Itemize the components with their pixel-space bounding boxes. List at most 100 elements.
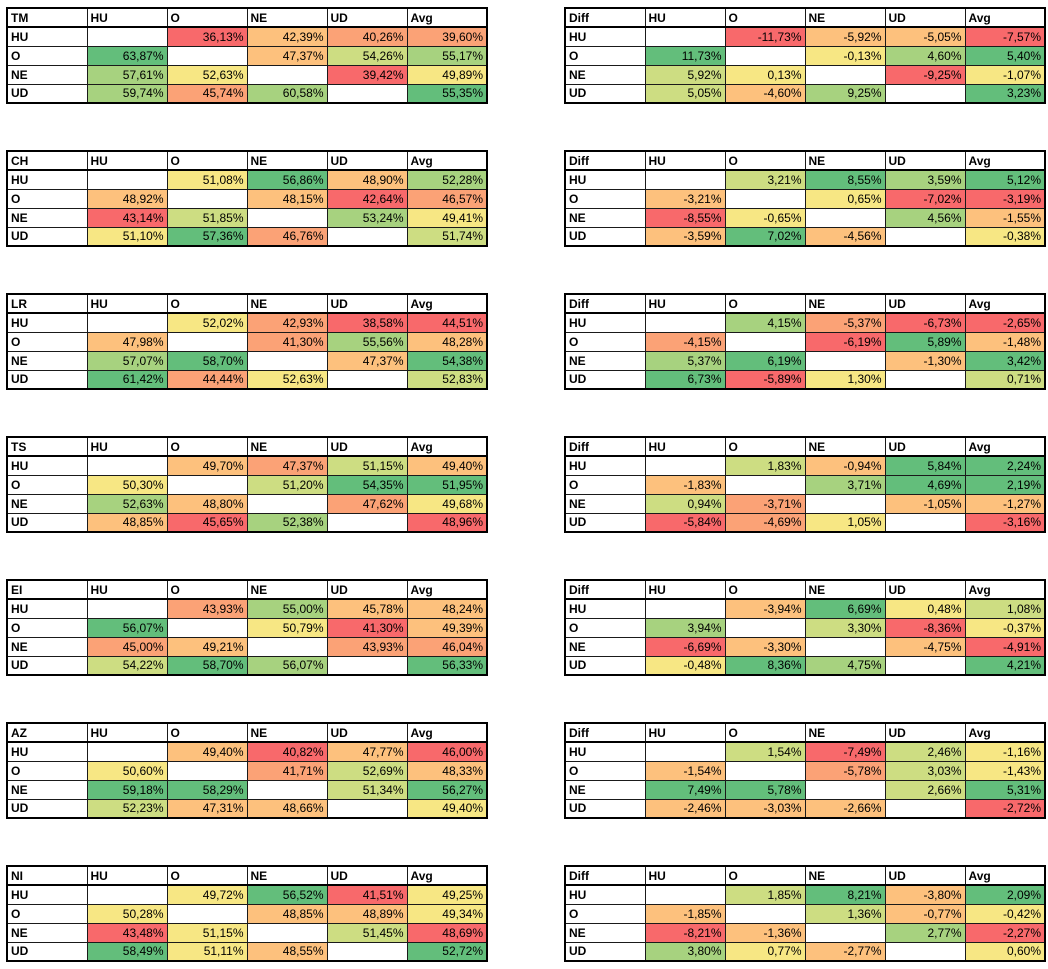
cell-value[interactable]: 51,11% bbox=[166, 941, 248, 962]
cell-value[interactable]: 56,33% bbox=[406, 655, 488, 676]
cell-value[interactable]: -6,19% bbox=[804, 331, 886, 352]
table-corner-label[interactable]: CH bbox=[6, 150, 88, 171]
cell-value[interactable]: 51,20% bbox=[246, 474, 328, 495]
cell-value[interactable]: 56,07% bbox=[86, 617, 168, 638]
column-header-ne[interactable]: NE bbox=[246, 436, 328, 457]
cell-value[interactable]: -5,05% bbox=[884, 26, 966, 47]
cell-value[interactable]: 55,35% bbox=[406, 83, 488, 104]
row-label-ud[interactable]: UD bbox=[564, 83, 646, 104]
row-label-hu[interactable]: HU bbox=[564, 741, 646, 762]
row-label-ne[interactable]: NE bbox=[564, 207, 646, 228]
cell-value[interactable]: 8,55% bbox=[804, 169, 886, 190]
cell-value[interactable] bbox=[166, 617, 248, 638]
row-label-ne[interactable]: NE bbox=[6, 636, 88, 657]
cell-value[interactable]: 52,28% bbox=[406, 169, 488, 190]
cell-value[interactable]: -1,27% bbox=[964, 493, 1046, 514]
cell-value[interactable]: 46,04% bbox=[406, 636, 488, 657]
cell-value[interactable]: -1,54% bbox=[644, 760, 726, 781]
cell-value[interactable]: 42,93% bbox=[246, 312, 328, 333]
cell-value[interactable]: 47,98% bbox=[86, 331, 168, 352]
cell-value[interactable]: 0,60% bbox=[964, 941, 1046, 962]
row-label-hu[interactable]: HU bbox=[6, 741, 88, 762]
row-label-hu[interactable]: HU bbox=[564, 169, 646, 190]
column-header-avg[interactable]: Avg bbox=[406, 7, 488, 28]
cell-value[interactable] bbox=[326, 941, 408, 962]
cell-value[interactable]: 51,95% bbox=[406, 474, 488, 495]
cell-value[interactable]: 2,24% bbox=[964, 455, 1046, 476]
cell-value[interactable]: 6,69% bbox=[804, 598, 886, 619]
row-label-hu[interactable]: HU bbox=[564, 455, 646, 476]
cell-value[interactable]: 44,44% bbox=[166, 369, 248, 390]
column-header-ud[interactable]: UD bbox=[326, 722, 408, 743]
column-header-avg[interactable]: Avg bbox=[964, 293, 1046, 314]
cell-value[interactable]: 0,71% bbox=[964, 369, 1046, 390]
column-header-ud[interactable]: UD bbox=[326, 436, 408, 457]
row-label-hu[interactable]: HU bbox=[564, 26, 646, 47]
cell-value[interactable]: 3,59% bbox=[884, 169, 966, 190]
cell-value[interactable]: 51,45% bbox=[326, 922, 408, 943]
column-header-ne[interactable]: NE bbox=[246, 150, 328, 171]
cell-value[interactable] bbox=[246, 207, 328, 228]
row-label-o[interactable]: O bbox=[564, 903, 646, 924]
column-header-hu[interactable]: HU bbox=[644, 7, 726, 28]
cell-value[interactable]: -1,30% bbox=[884, 350, 966, 371]
cell-value[interactable]: -3,30% bbox=[724, 636, 806, 657]
cell-value[interactable]: 1,36% bbox=[804, 903, 886, 924]
cell-value[interactable]: 11,73% bbox=[644, 45, 726, 66]
cell-value[interactable]: -3,16% bbox=[964, 512, 1046, 533]
cell-value[interactable] bbox=[884, 83, 966, 104]
cell-value[interactable]: -0,48% bbox=[644, 655, 726, 676]
cell-value[interactable]: 52,69% bbox=[326, 760, 408, 781]
cell-value[interactable]: 49,68% bbox=[406, 493, 488, 514]
cell-value[interactable]: 4,60% bbox=[884, 45, 966, 66]
cell-value[interactable]: 55,17% bbox=[406, 45, 488, 66]
cell-value[interactable]: 5,37% bbox=[644, 350, 726, 371]
cell-value[interactable]: 5,78% bbox=[724, 779, 806, 800]
row-label-ud[interactable]: UD bbox=[564, 512, 646, 533]
cell-value[interactable]: -9,25% bbox=[884, 64, 966, 85]
cell-value[interactable]: 38,58% bbox=[326, 312, 408, 333]
cell-value[interactable] bbox=[804, 350, 886, 371]
cell-value[interactable]: 58,29% bbox=[166, 779, 248, 800]
row-label-o[interactable]: O bbox=[6, 474, 88, 495]
row-label-o[interactable]: O bbox=[564, 474, 646, 495]
cell-value[interactable] bbox=[166, 903, 248, 924]
column-header-ud[interactable]: UD bbox=[326, 7, 408, 28]
row-label-hu[interactable]: HU bbox=[6, 312, 88, 333]
cell-value[interactable]: 52,38% bbox=[246, 512, 328, 533]
row-label-ne[interactable]: NE bbox=[6, 350, 88, 371]
row-label-ne[interactable]: NE bbox=[6, 207, 88, 228]
cell-value[interactable] bbox=[246, 350, 328, 371]
row-label-ne[interactable]: NE bbox=[564, 493, 646, 514]
cell-value[interactable]: -3,71% bbox=[724, 493, 806, 514]
cell-value[interactable]: 48,90% bbox=[326, 169, 408, 190]
table-corner-label[interactable]: Diff bbox=[564, 150, 646, 171]
cell-value[interactable]: 1,08% bbox=[964, 598, 1046, 619]
row-label-ud[interactable]: UD bbox=[564, 798, 646, 819]
cell-value[interactable] bbox=[804, 636, 886, 657]
cell-value[interactable]: 41,30% bbox=[326, 617, 408, 638]
table-corner-label[interactable]: AZ bbox=[6, 722, 88, 743]
cell-value[interactable]: 0,48% bbox=[884, 598, 966, 619]
column-header-o[interactable]: O bbox=[724, 436, 806, 457]
cell-value[interactable] bbox=[884, 655, 966, 676]
column-header-avg[interactable]: Avg bbox=[964, 579, 1046, 600]
cell-value[interactable]: -0,65% bbox=[724, 207, 806, 228]
cell-value[interactable] bbox=[246, 636, 328, 657]
column-header-avg[interactable]: Avg bbox=[406, 722, 488, 743]
cell-value[interactable]: 54,22% bbox=[86, 655, 168, 676]
row-label-hu[interactable]: HU bbox=[6, 26, 88, 47]
cell-value[interactable]: 56,07% bbox=[246, 655, 328, 676]
row-label-hu[interactable]: HU bbox=[6, 455, 88, 476]
row-label-ud[interactable]: UD bbox=[6, 512, 88, 533]
cell-value[interactable]: 51,10% bbox=[86, 226, 168, 247]
column-header-hu[interactable]: HU bbox=[86, 7, 168, 28]
cell-value[interactable]: 0,13% bbox=[724, 64, 806, 85]
row-label-o[interactable]: O bbox=[564, 45, 646, 66]
column-header-avg[interactable]: Avg bbox=[406, 865, 488, 886]
cell-value[interactable] bbox=[86, 884, 168, 905]
cell-value[interactable]: 46,00% bbox=[406, 741, 488, 762]
cell-value[interactable]: 51,15% bbox=[166, 922, 248, 943]
cell-value[interactable] bbox=[86, 26, 168, 47]
cell-value[interactable]: 7,49% bbox=[644, 779, 726, 800]
